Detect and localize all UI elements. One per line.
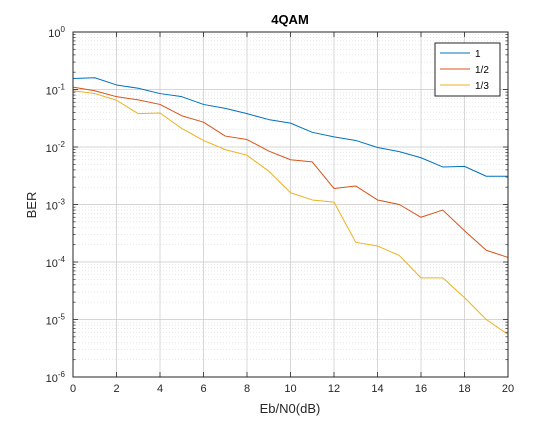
y-tick-label: 10-1 (46, 83, 66, 98)
x-tick-label: 4 (157, 383, 163, 395)
legend-label-2: 1/2 (475, 65, 489, 76)
series-line-1 (72, 77, 508, 177)
x-tick-label: 12 (328, 383, 340, 395)
x-tick-label: 0 (70, 383, 76, 395)
x-tick-label: 20 (502, 383, 514, 395)
ticks (72, 31, 509, 378)
x-tick-labels: 0 2 4 6 8 10 12 14 16 18 20 (70, 383, 514, 395)
legend-label-1: 1 (475, 49, 481, 60)
y-tick-label: 10-4 (46, 255, 66, 270)
x-axis-label: Eb/N0(dB) (260, 401, 321, 416)
x-tick-label: 18 (458, 383, 470, 395)
series-line-3 (72, 90, 509, 335)
x-tick-label: 10 (284, 383, 296, 395)
major-grid (73, 32, 508, 377)
x-tick-label: 6 (200, 383, 206, 395)
x-tick-label: 14 (371, 383, 383, 395)
minor-grid (73, 34, 508, 360)
y-tick-label: 10-3 (46, 198, 66, 213)
y-axis-label: BER (24, 192, 39, 219)
x-tick-label: 8 (244, 383, 250, 395)
chart-title: 4QAM (271, 12, 309, 27)
legend-label-3: 1/3 (475, 81, 489, 92)
x-tick-label: 2 (113, 383, 119, 395)
y-tick-label: 10-2 (46, 140, 66, 155)
y-tick-label: 10-6 (46, 370, 66, 385)
y-tick-label: 100 (48, 25, 65, 40)
legend: 1 1/2 1/3 (434, 42, 501, 97)
y-tick-labels: 100 10-1 10-2 10-3 10-4 10-5 10-6 (46, 25, 66, 385)
series-line-2 (72, 86, 509, 258)
x-tick-label: 16 (415, 383, 427, 395)
y-tick-label: 10-5 (46, 313, 66, 328)
series-layer (72, 77, 509, 335)
